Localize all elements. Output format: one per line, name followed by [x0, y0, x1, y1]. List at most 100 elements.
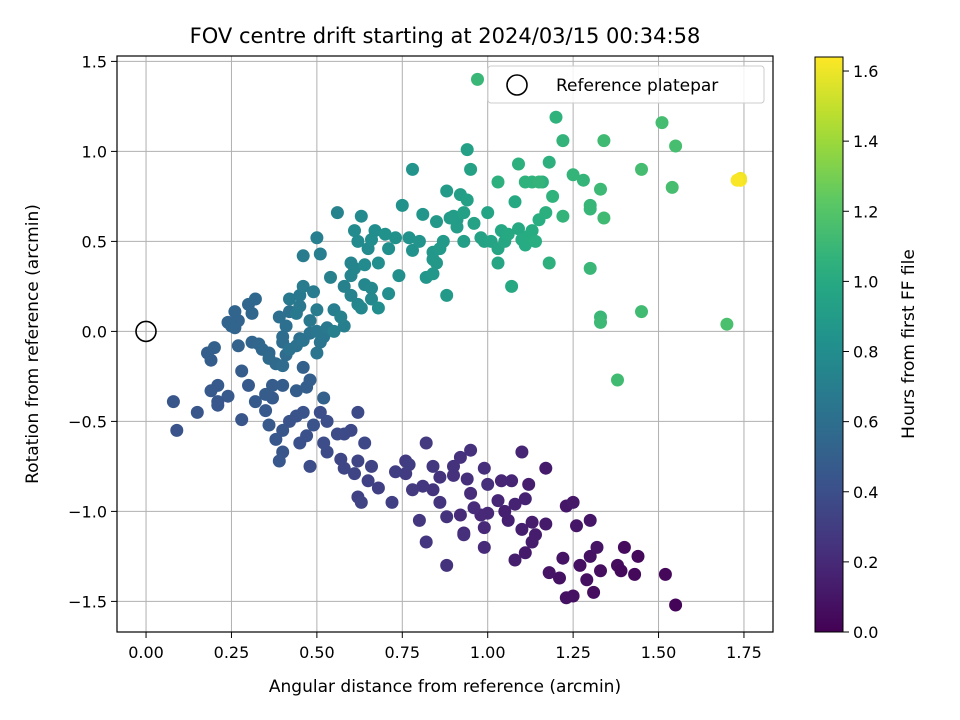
scatter-point [566, 168, 580, 182]
scatter-point [262, 418, 276, 432]
legend-reference-marker [506, 74, 528, 96]
scatter-point [242, 378, 255, 392]
scatter-point [460, 472, 474, 486]
y-tick-label: 1.0 [82, 142, 107, 161]
scatter-point [361, 474, 375, 488]
scatter-point [348, 261, 361, 275]
x-axis-label: Angular distance from reference (arcmin) [269, 677, 621, 697]
scatter-point [354, 495, 368, 509]
scatter-point [447, 468, 460, 482]
scatter-point [334, 310, 348, 324]
plot-frame [116, 55, 774, 633]
scatter-point [303, 373, 317, 387]
scatter-point [594, 182, 607, 196]
scatter-point [542, 256, 556, 270]
legend-box [487, 65, 765, 104]
scatter-point [440, 184, 454, 198]
scatter-point [330, 427, 344, 441]
scatter-point [416, 207, 430, 221]
scatter-point [542, 566, 556, 580]
scatter-point [460, 193, 474, 207]
scatter-point [467, 216, 481, 230]
scatter-point [283, 342, 296, 356]
scatter-point [276, 378, 290, 392]
scatter-point [371, 256, 385, 270]
scatter-point [307, 418, 320, 432]
scatter-point [464, 162, 478, 176]
scatter-point [447, 459, 460, 473]
scatter-point [320, 414, 334, 428]
scatter-point [348, 467, 361, 481]
scatter-point [436, 234, 450, 248]
x-tick-label: 0.75 [384, 643, 420, 662]
scatter-point [494, 474, 508, 488]
scatter-point [440, 558, 454, 572]
scatter-point [211, 398, 225, 412]
scatter-point [365, 281, 378, 295]
scatter-point [272, 454, 286, 468]
scatter-point [296, 279, 310, 293]
scatter-point [505, 474, 519, 488]
scatter-point [611, 373, 624, 387]
scatter-point [460, 143, 474, 157]
scatter-point [669, 139, 683, 153]
scatter-point [419, 436, 433, 450]
y-axis-ticks: −1.5 −1.0 −0.5 0.0 0.5 1.0 1.5 [68, 52, 117, 611]
legend-label-reference: Reference platepar [556, 76, 718, 96]
scatter-point [426, 459, 440, 473]
scatter-point [505, 279, 519, 293]
scatter-point [170, 423, 184, 437]
scatter-point [279, 319, 293, 333]
scatter-point [225, 319, 238, 333]
scatter-point [382, 242, 396, 256]
scatter-point [453, 508, 467, 522]
scatter-point [296, 360, 310, 374]
scatter-point [525, 224, 539, 238]
scatter-point [501, 227, 515, 241]
scatter-point [628, 567, 642, 581]
scatter-point [525, 535, 539, 549]
scatter-point [406, 243, 419, 257]
scatter-point [549, 110, 563, 124]
scatter-point [594, 564, 607, 578]
scatter-point [334, 452, 348, 466]
scatter-point [539, 206, 553, 220]
scatter-point [658, 567, 672, 581]
scatter-point [583, 549, 597, 563]
scatter-point [276, 423, 290, 437]
scatter-point [426, 483, 440, 497]
scatter-point [471, 72, 484, 86]
scatter-point [365, 292, 378, 306]
scatter-point [327, 324, 341, 338]
scatter-point [529, 234, 542, 248]
scatter-point [190, 405, 204, 419]
scatter-point [556, 551, 570, 565]
scatter-point [525, 515, 539, 529]
scatter-point [248, 292, 262, 306]
scatter-point [207, 341, 221, 355]
reference-point-marker [135, 320, 157, 343]
scatter-point [293, 436, 307, 450]
scatter-point [283, 292, 296, 306]
scatter-point [570, 519, 583, 533]
scatter-point [518, 492, 532, 506]
scatter-point [477, 521, 491, 535]
scatter-point [259, 404, 273, 418]
scatter-point [382, 287, 396, 301]
scatter-point [481, 206, 495, 220]
scatter-point [467, 501, 481, 515]
x-tick-label: 1.00 [470, 643, 506, 662]
scatter-point [594, 315, 607, 329]
scatter-point [539, 461, 553, 475]
scatter-point [351, 454, 365, 468]
scatter-point [289, 384, 303, 398]
scatter-point [491, 175, 505, 189]
colorbar-tick-label: 0.8 [853, 343, 878, 362]
scatter-point [378, 227, 392, 241]
scatter-point [430, 215, 443, 229]
scatter-point [508, 497, 522, 511]
scatter-point [310, 231, 324, 245]
scatter-point [512, 157, 525, 171]
